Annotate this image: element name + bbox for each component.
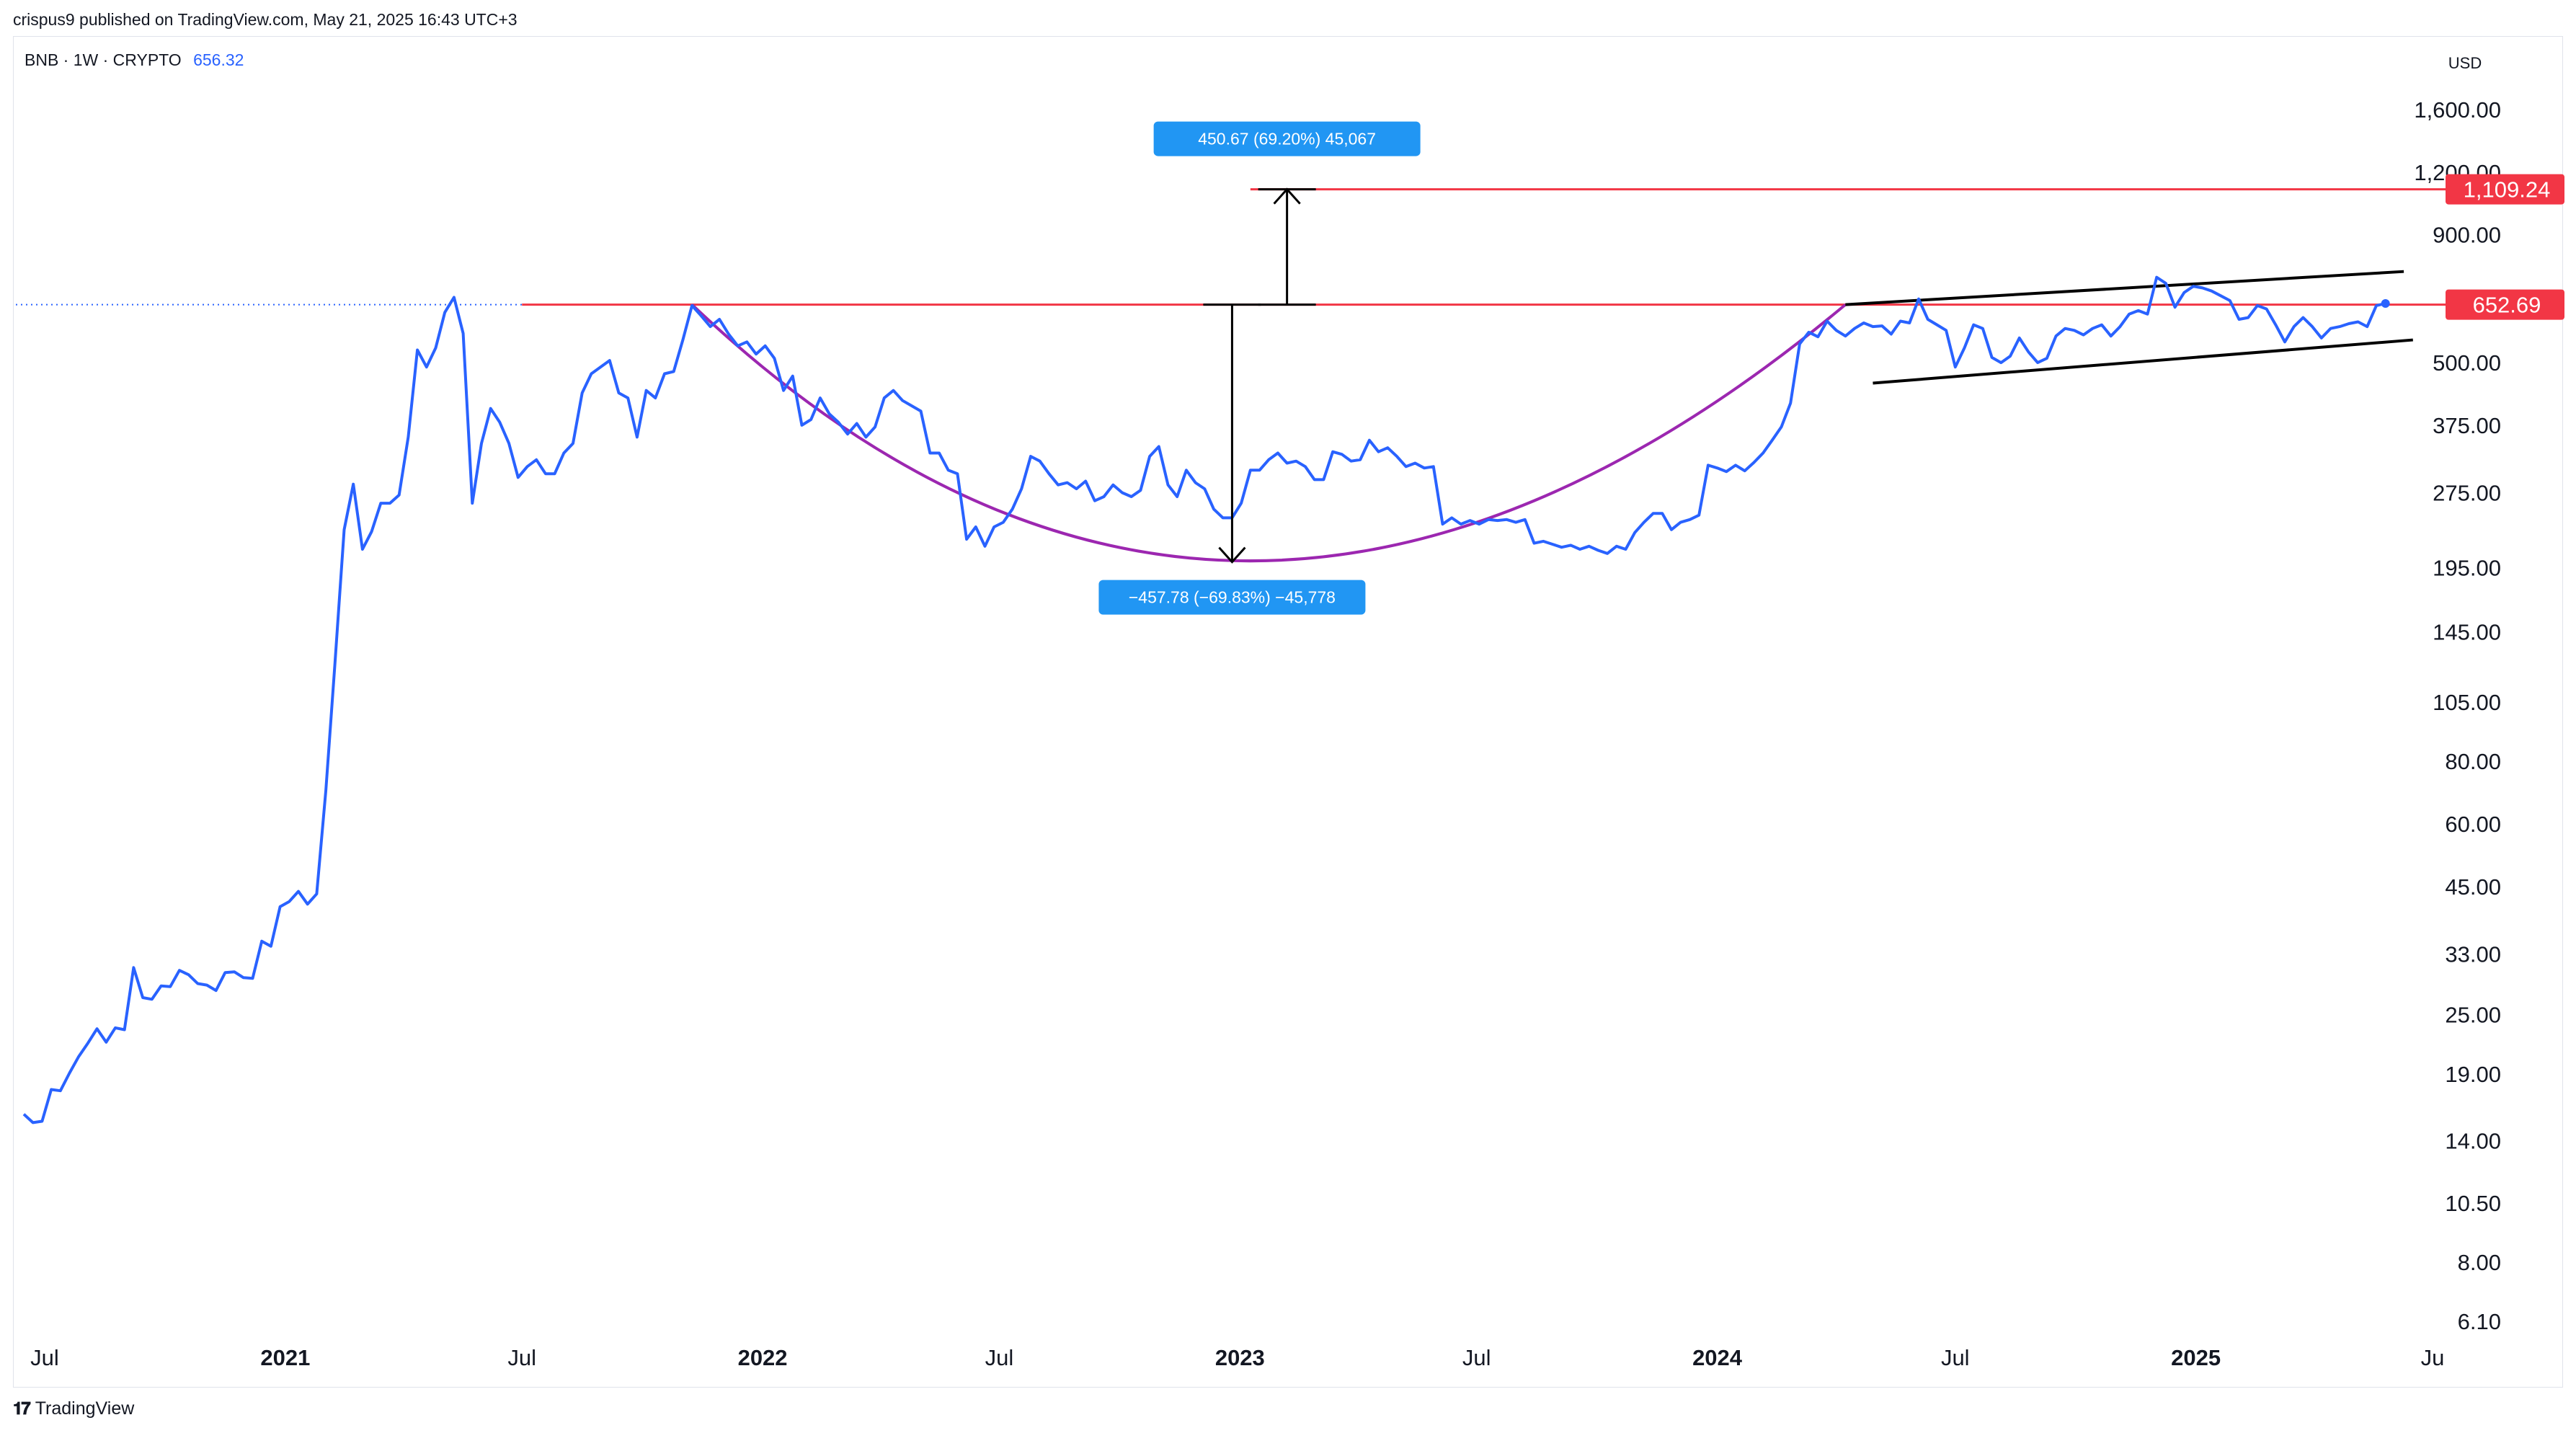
- x-tick-label: 2022: [738, 1345, 788, 1370]
- y-tick-label: 375.00: [2433, 413, 2501, 438]
- y-tick-label: 500.00: [2433, 350, 2501, 376]
- y-tick-label: 14.00: [2445, 1128, 2501, 1153]
- x-tick-label: Ju: [2421, 1345, 2445, 1370]
- y-tick-label: 19.00: [2445, 1062, 2501, 1087]
- last-price: 656.32: [193, 50, 244, 69]
- levels-layer: [16, 188, 2447, 306]
- y-tick-label: 105.00: [2433, 690, 2501, 715]
- symbol-header: BNB · 1W · CRYPTO: [25, 50, 182, 69]
- price-tag-0: [2446, 174, 2564, 205]
- price-tag-label-0: 1,109.24: [2464, 177, 2551, 203]
- y-tick-label: 25.00: [2445, 1002, 2501, 1027]
- x-tick-label: 2024: [1692, 1345, 1743, 1370]
- measures-layer: 450.67 (69.20%) 45,067 −457.78 (−69.83%) …: [1098, 121, 1421, 615]
- x-tick-label: Jul: [985, 1345, 1014, 1370]
- y-tick-label: 60.00: [2445, 812, 2501, 837]
- symbol-legend: BNB · 1W · CRYPTO 656.32: [25, 50, 244, 70]
- tradingview-logo-icon: 𝟏𝟕: [13, 1398, 31, 1419]
- measure-arrow-0: [1273, 187, 1301, 205]
- price-line: [22, 275, 2386, 1124]
- cup-curve: [690, 303, 1847, 562]
- y-tick-label: 33.00: [2445, 941, 2501, 967]
- channel-line-0: [1845, 270, 2404, 306]
- y-tick-label: 6.10: [2458, 1309, 2501, 1334]
- y-tick-label: 195.00: [2433, 555, 2501, 580]
- last-price-dot: [2381, 298, 2390, 308]
- price-tag-1: [2446, 289, 2564, 320]
- x-tick-label: 2023: [1215, 1345, 1265, 1370]
- price-axis: 1,600.001,200.00900.00500.00375.00275.00…: [2414, 54, 2564, 1334]
- measure-label-0: 450.67 (69.20%) 45,067: [1198, 130, 1376, 148]
- chart-frame: [13, 36, 2563, 1388]
- y-tick-label: 80.00: [2445, 749, 2501, 774]
- measure-box-1: [1098, 580, 1366, 615]
- currency-label: USD: [2448, 54, 2482, 72]
- x-tick-label: 2021: [260, 1345, 310, 1370]
- y-tick-label: 8.00: [2458, 1250, 2501, 1275]
- measure-label-1: −457.78 (−69.83%) −45,778: [1129, 588, 1336, 607]
- publisher-caption: crispus9 published on TradingView.com, M…: [13, 10, 518, 29]
- price-tag-label-1: 652.69: [2473, 293, 2541, 318]
- y-tick-label: 275.00: [2433, 481, 2501, 506]
- drawings-layer: [690, 270, 2413, 562]
- y-tick-label: 145.00: [2433, 620, 2501, 645]
- brand-label: TradingView: [35, 1398, 135, 1419]
- channel-line-1: [1873, 338, 2413, 385]
- y-tick-label: 900.00: [2433, 223, 2501, 248]
- measure-box-0: [1153, 121, 1421, 156]
- time-axis: Jul 2021 Jul 2022 Jul 2023 Jul 2024 Jul 2025 Ju: [30, 1345, 2444, 1370]
- x-tick-label: 2025: [2171, 1345, 2221, 1370]
- x-tick-label: Jul: [1941, 1345, 1970, 1370]
- y-tick-label: 10.50: [2445, 1191, 2501, 1216]
- x-tick-label: Jul: [30, 1345, 59, 1370]
- y-tick-label: 1,600.00: [2414, 97, 2501, 123]
- x-tick-label: Jul: [507, 1345, 536, 1370]
- y-tick-label: 45.00: [2445, 874, 2501, 900]
- series-layer: [22, 275, 2390, 1124]
- x-tick-label: Jul: [1462, 1345, 1491, 1370]
- tradingview-brand[interactable]: 𝟏𝟕 TradingView: [13, 1398, 134, 1419]
- measure-arrow-1: [1218, 546, 1246, 564]
